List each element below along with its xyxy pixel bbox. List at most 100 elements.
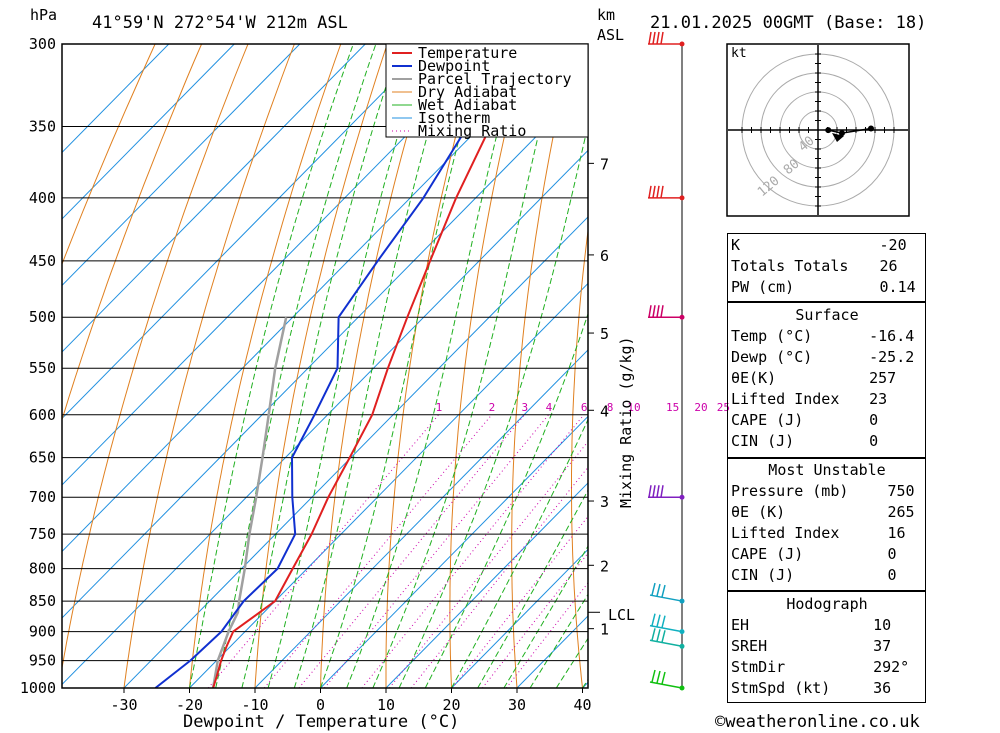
km-tick-label: 2	[600, 557, 609, 575]
mixing-ratio-label: 6	[581, 401, 588, 414]
tt-value: 26	[879, 257, 898, 275]
wind-barb-feather	[648, 31, 652, 45]
wind-barb	[648, 185, 685, 201]
stmspd-value: 36	[873, 679, 892, 697]
parcel-trajectory-line	[211, 316, 288, 688]
legend: Temperature Dewpoint Parcel Trajectory D…	[385, 43, 589, 140]
legend-dewpoint: Dewpoint	[418, 57, 490, 75]
wind-barb-staff	[649, 624, 683, 633]
dry-adiabat-line	[189, 44, 342, 688]
mixing-ratio-label: 15	[666, 401, 679, 414]
pressure-tick-label: 600	[29, 406, 56, 424]
dry-adiabat-line	[571, 227, 588, 688]
wind-barb-feather	[656, 670, 661, 684]
pressure-tick-label: 800	[29, 560, 56, 578]
isotherm-line	[62, 44, 366, 353]
isotherm-line	[62, 44, 301, 287]
mu-theta-value: 265	[887, 503, 915, 521]
surface-cin-value: 0	[869, 432, 879, 450]
pw-label: PW (cm)	[731, 278, 795, 296]
mu-pressure-value: 750	[887, 482, 915, 500]
pressure-tick-label: 300	[29, 35, 56, 53]
wind-barb-dot	[679, 629, 685, 635]
km-tick-label: 1	[600, 621, 609, 639]
wind-barb-feather	[656, 31, 660, 45]
km-tick-label: 5	[600, 325, 609, 343]
pw-value: 0.14	[879, 278, 916, 296]
pressure-tick-label: 650	[29, 449, 56, 467]
x-tick-label: -20	[176, 696, 203, 714]
mixing-ratio-label: 25	[717, 401, 730, 414]
plot-frame	[61, 43, 589, 689]
x-tick-label: 10	[377, 696, 395, 714]
wind-barb-dot	[679, 598, 685, 604]
surface-table: Surface Temp (°C) -16.4 Dewp (°C) -25.2 θE…	[727, 305, 927, 452]
wind-barb	[648, 31, 685, 47]
stmspd-label: StmSpd (kt)	[731, 679, 831, 697]
mixing-ratio-label: 3	[521, 401, 528, 414]
surface-cape-label: CAPE (J)	[731, 411, 804, 429]
mu-cin-value: 0	[887, 566, 897, 584]
wet-adiabat-line	[267, 44, 427, 688]
isotherm-line	[62, 44, 497, 486]
wind-barb-dot	[679, 41, 685, 47]
mixing-ratio-line	[263, 414, 493, 688]
mu-cape-value: 0	[887, 545, 897, 563]
hpa-label: hPa	[30, 6, 57, 24]
legend-isotherm: Isotherm	[418, 109, 490, 127]
wind-barb	[648, 485, 685, 500]
wind-barb-dot	[679, 314, 685, 320]
legend-dry-adiabat: Dry Adiabat	[418, 83, 517, 101]
dry-adiabat-line	[449, 44, 527, 688]
wind-barb-feather	[656, 629, 661, 642]
wind-barb-feather	[656, 305, 660, 318]
wind-barb-feather	[648, 185, 652, 199]
mixing-ratio-line	[505, 582, 588, 688]
mixing-ratio-label: 4	[546, 401, 553, 414]
isotherm-line	[62, 149, 588, 686]
wind-barb	[648, 305, 685, 320]
km-tick-label: 6	[600, 247, 609, 265]
isotherm-line	[62, 44, 170, 154]
wet-adiabat-line	[189, 44, 354, 688]
eh-value: 10	[873, 616, 892, 634]
wind-barb-feather	[661, 630, 666, 643]
tt-label: Totals Totals	[731, 257, 849, 275]
wind-barb	[649, 669, 685, 691]
isotherm-line	[254, 349, 588, 688]
km-tick-label: 4	[600, 402, 609, 420]
wind-barb-feather	[652, 305, 656, 318]
wind-barb-feather	[660, 485, 664, 498]
x-tick-label: 20	[442, 696, 460, 714]
wind-barb-feather	[648, 485, 652, 498]
mu-title: Most Unstable	[768, 461, 886, 479]
x-tick-label: 40	[573, 696, 591, 714]
x-tick-label: -30	[110, 696, 137, 714]
legend-parcel: Parcel Trajectory	[418, 70, 572, 88]
surface-dewp-label: Dewp (°C)	[731, 348, 813, 366]
surface-temp-label: Temp (°C)	[731, 327, 813, 345]
mu-theta-label: θE (K)	[731, 503, 786, 521]
km-tick-label: 7	[600, 155, 609, 173]
wind-barb	[649, 628, 685, 649]
sreh-value: 37	[873, 637, 892, 655]
wind-barb-feather	[651, 582, 656, 596]
wind-barb-staff	[649, 639, 683, 648]
wind-barb-feather	[660, 185, 664, 199]
wind-barb-feather	[651, 613, 656, 626]
isotherm-line	[62, 44, 235, 220]
wet-adiabat-line	[398, 122, 588, 688]
dry-adiabat-line	[511, 44, 574, 688]
wet-adiabat-line	[477, 489, 588, 688]
pressure-tick-label: 400	[29, 189, 56, 207]
storm-motion-marker	[832, 133, 844, 142]
isotherm-line	[451, 548, 588, 688]
hodograph-params-table: Hodograph EH 10 SREH 37 StmDir 292° StmSpd …	[727, 594, 927, 699]
dry-adiabat-line	[686, 44, 714, 688]
isotherm-line	[320, 415, 588, 688]
dry-adiabat-line	[943, 44, 1000, 688]
pressure-tick-label: 450	[29, 252, 56, 270]
isotherm-line	[385, 482, 588, 688]
wet-adiabat-line	[320, 44, 486, 688]
